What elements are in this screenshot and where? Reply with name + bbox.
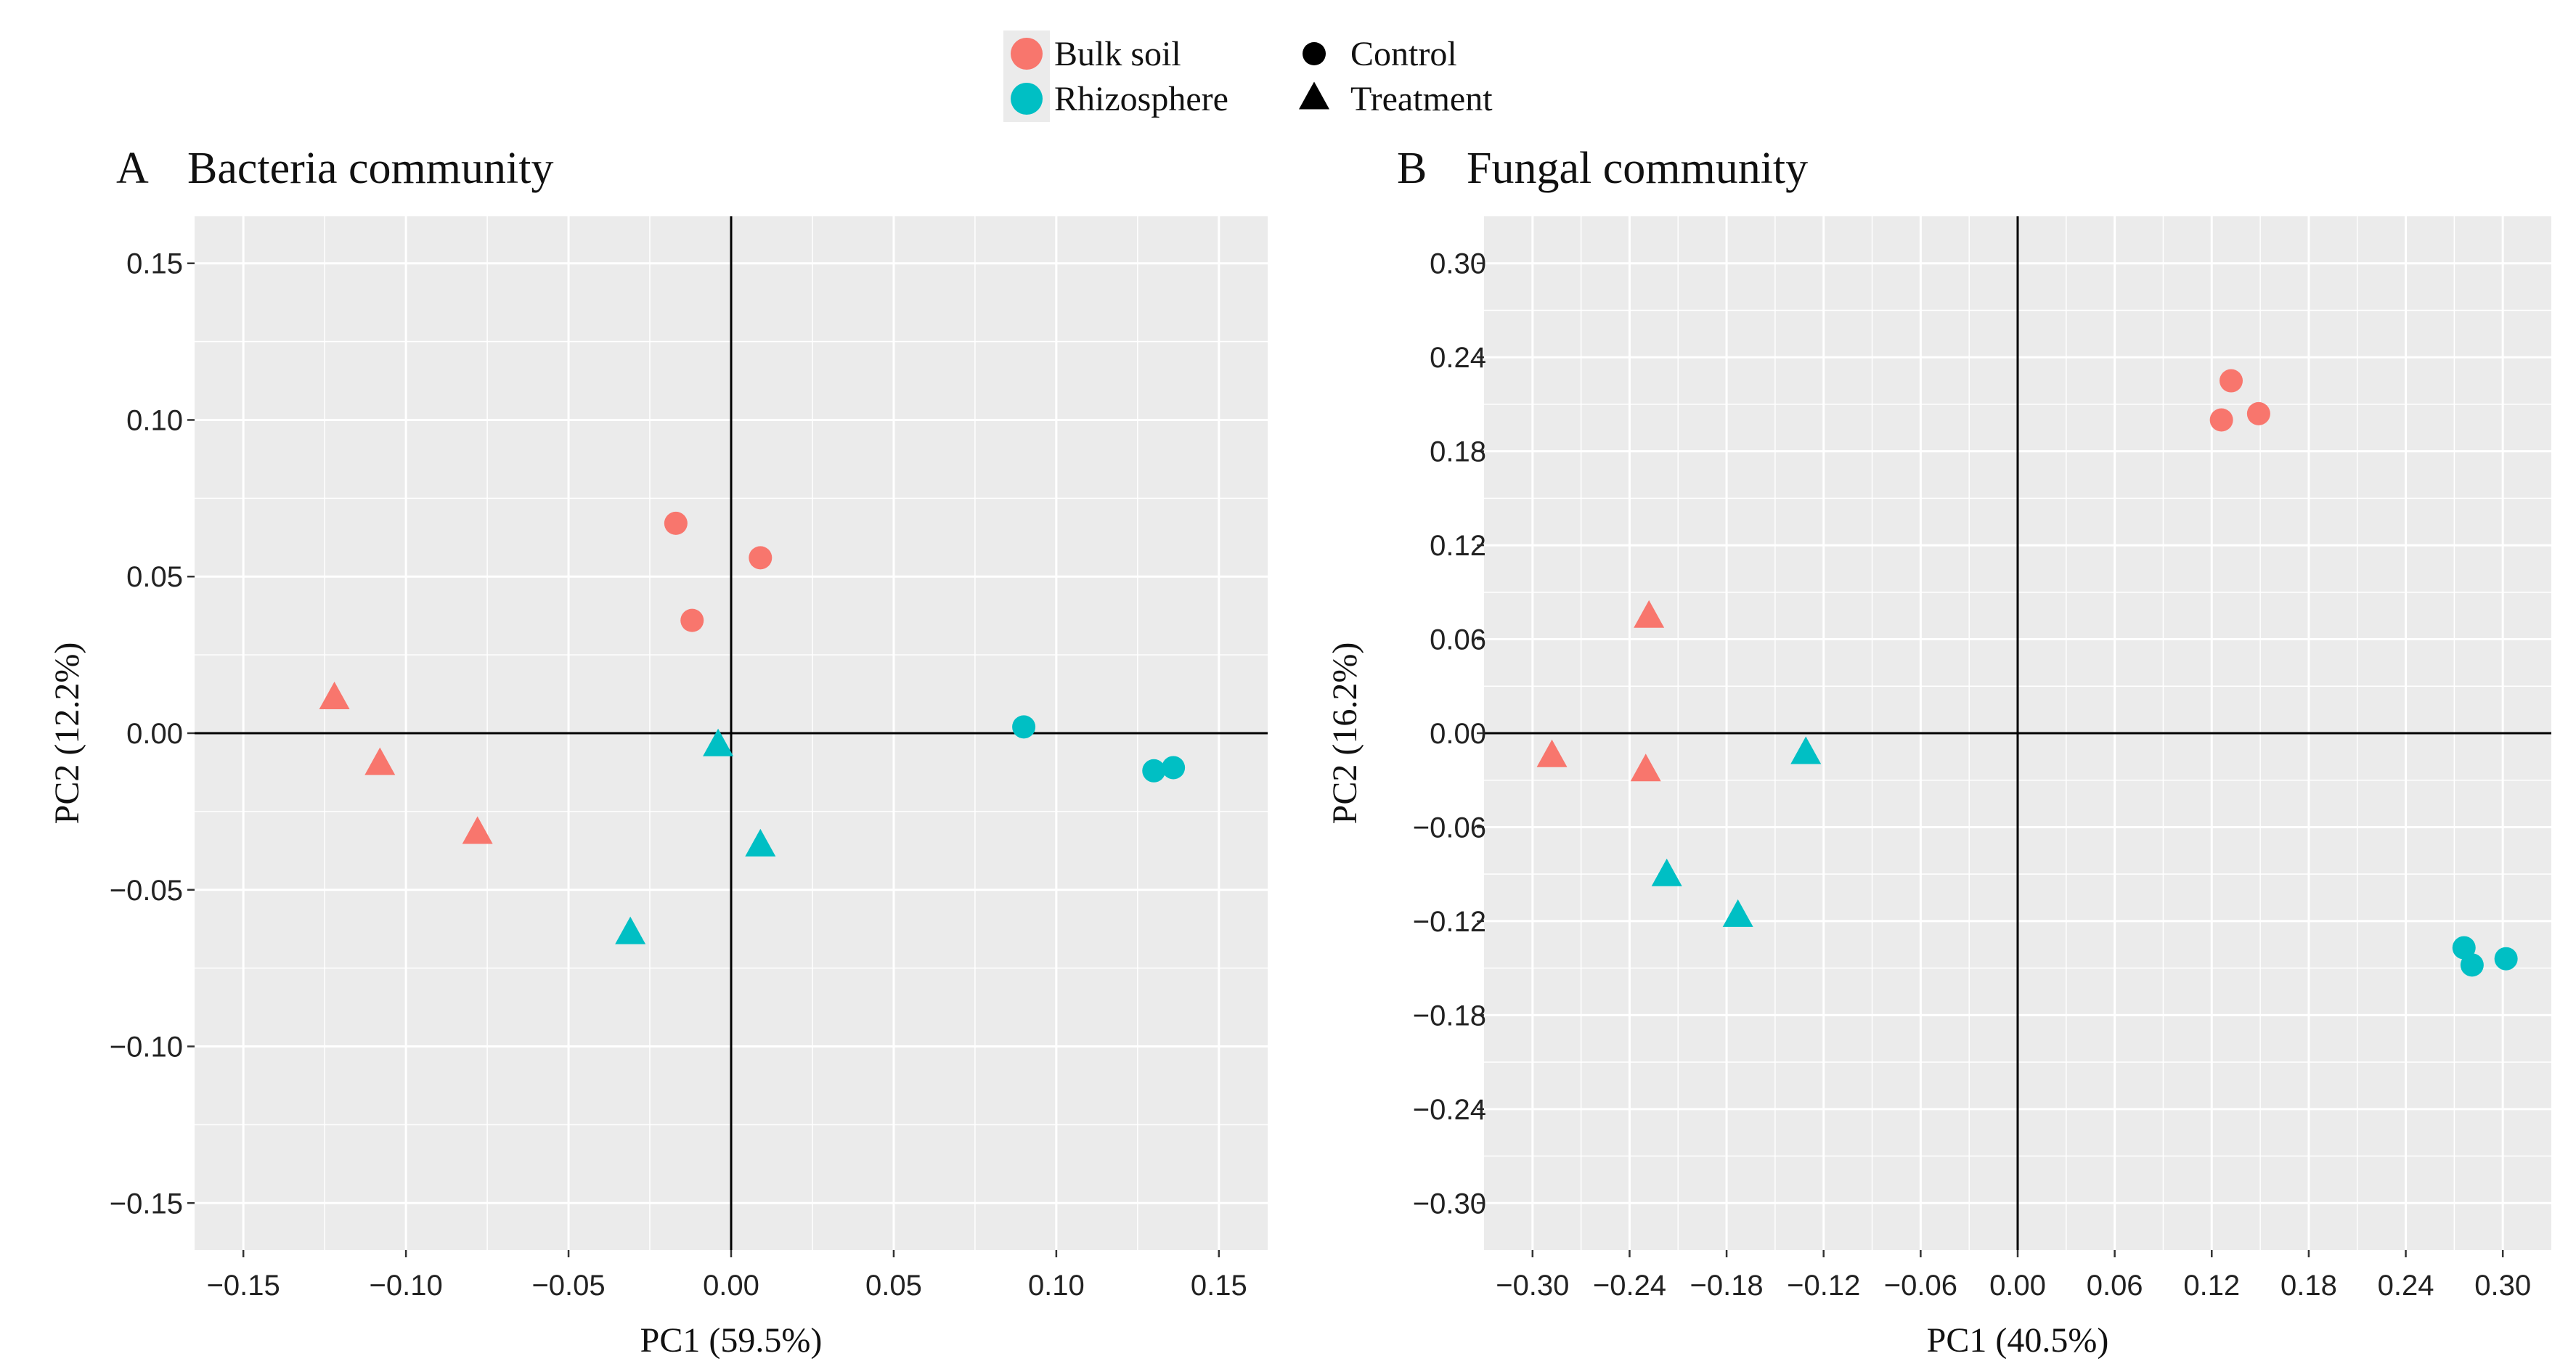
y-tick-label: −0.24 xyxy=(1413,1094,1486,1126)
rhizosphere-control-point xyxy=(1162,756,1186,780)
rhizosphere-treatment-point xyxy=(745,828,776,857)
y-axis-title: PC2 (12.2%) xyxy=(48,642,86,825)
bulk-soil-treatment-point xyxy=(364,747,396,775)
y-tick-label: −0.05 xyxy=(110,875,183,907)
rhizosphere-treatment-point xyxy=(1651,858,1682,886)
x-axis-title: PC1 (40.5%) xyxy=(1927,1321,2109,1360)
x-tick-label: 0.24 xyxy=(2378,1270,2434,1302)
bulk-soil-treatment-point xyxy=(319,681,350,709)
legend-circle-swatch xyxy=(1303,42,1326,65)
y-tick-label: 0.24 xyxy=(1430,342,1486,374)
y-tick-label: 0.00 xyxy=(1430,718,1486,750)
x-tick-label: 0.00 xyxy=(703,1270,759,1302)
panel-letter: A xyxy=(116,144,149,193)
bulk-soil-control-point xyxy=(2209,408,2233,432)
bulk-soil-control-point xyxy=(664,511,688,535)
x-tick-label: −0.12 xyxy=(1787,1270,1860,1302)
bulk-soil-treatment-point xyxy=(1630,754,1661,782)
x-tick-label: −0.15 xyxy=(207,1270,280,1302)
legend-bulk-soil-swatch xyxy=(1011,38,1043,70)
x-tick-label: 0.30 xyxy=(2474,1270,2531,1302)
y-tick-label: −0.30 xyxy=(1413,1188,1486,1220)
x-axis-title: PC1 (59.5%) xyxy=(640,1321,823,1360)
bulk-soil-treatment-point xyxy=(1536,739,1568,767)
y-tick-label: −0.15 xyxy=(110,1188,183,1220)
x-tick-label: 0.15 xyxy=(1191,1270,1247,1302)
bulk-soil-control-point xyxy=(2220,369,2243,393)
y-tick-label: 0.12 xyxy=(1430,530,1486,562)
legend-triangle-swatch xyxy=(1299,81,1329,110)
legend-label-control: Control xyxy=(1350,35,1457,73)
bulk-soil-treatment-point xyxy=(1634,600,1665,628)
x-tick-label: 0.10 xyxy=(1028,1270,1085,1302)
rhizosphere-treatment-point xyxy=(703,728,734,756)
panel-b-fungal: B Fungal community −0.30 −0.24 −0.18 −0.12 −0.… xyxy=(1326,144,2551,1360)
rhizosphere-control-point xyxy=(1012,715,1036,739)
y-tick-label: 0.06 xyxy=(1430,624,1486,656)
y-tick-label: −0.12 xyxy=(1413,906,1486,938)
y-tick-label: 0.30 xyxy=(1430,248,1486,280)
y-tick-label: 0.05 xyxy=(126,561,183,593)
panel-letter: B xyxy=(1397,144,1427,193)
rhizosphere-control-point xyxy=(2452,936,2476,960)
x-tick-label: −0.05 xyxy=(531,1270,605,1302)
x-tick-label: −0.10 xyxy=(370,1270,443,1302)
y-tick-label: −0.18 xyxy=(1413,1000,1486,1032)
bulk-soil-control-point xyxy=(680,608,704,632)
x-tick-label: 0.00 xyxy=(1989,1270,2046,1302)
x-tick-label: 0.06 xyxy=(2087,1270,2143,1302)
bulk-soil-control-point xyxy=(2246,401,2270,425)
x-tick-label: 0.12 xyxy=(2183,1270,2240,1302)
y-tick-label: 0.00 xyxy=(126,718,183,750)
legend: Bulk soil Rhizosphere Control Treatment xyxy=(1003,30,1493,122)
bulk-soil-control-point xyxy=(749,546,773,570)
bulk-soil-treatment-point xyxy=(462,816,493,844)
x-tick-label: −0.24 xyxy=(1593,1270,1666,1302)
x-tick-label: −0.30 xyxy=(1496,1270,1569,1302)
legend-label-bulk-soil: Bulk soil xyxy=(1054,35,1181,73)
x-tick-label: −0.06 xyxy=(1884,1270,1957,1302)
panel-title: Fungal community xyxy=(1467,144,1808,193)
rhizosphere-treatment-point xyxy=(1722,899,1753,927)
y-tick-label: 0.18 xyxy=(1430,436,1486,468)
y-tick-label: 0.15 xyxy=(126,248,183,280)
legend-rhizosphere-swatch xyxy=(1011,83,1043,115)
legend-label-rhizosphere: Rhizosphere xyxy=(1054,80,1228,118)
y-tick-label: −0.10 xyxy=(110,1032,183,1063)
x-tick-label: 0.05 xyxy=(865,1270,922,1302)
y-axis-title: PC2 (16.2%) xyxy=(1326,642,1364,825)
rhizosphere-treatment-point xyxy=(1790,736,1822,764)
panel-a-bacteria: A Bacteria community −0.15 −0.10 −0.05 0.00 0.… xyxy=(48,144,1268,1360)
y-tick-label: 0.10 xyxy=(126,404,183,436)
rhizosphere-control-point xyxy=(1142,759,1166,783)
x-tick-label: −0.18 xyxy=(1690,1270,1763,1302)
rhizosphere-control-point xyxy=(2460,953,2484,977)
rhizosphere-control-point xyxy=(2494,947,2518,971)
rhizosphere-treatment-point xyxy=(615,916,646,944)
y-tick-label: −0.06 xyxy=(1413,812,1486,844)
legend-label-treatment: Treatment xyxy=(1350,80,1493,118)
panel-title: Bacteria community xyxy=(187,144,553,193)
x-tick-label: 0.18 xyxy=(2281,1270,2337,1302)
